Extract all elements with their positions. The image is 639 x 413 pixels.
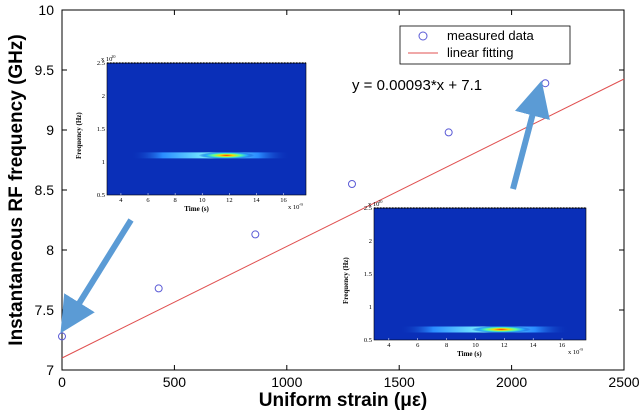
inset-x-tick-label: 8 (173, 197, 176, 204)
y-tick-label: 7.5 (35, 302, 55, 318)
inset-x-tick-label: 14 (253, 197, 260, 204)
inset-y-tick-label: 1.5 (364, 271, 372, 278)
inset-y-exponent-power: 10 (111, 54, 116, 59)
y-tick-label: 9.5 (35, 62, 55, 78)
inset-x-tick-label: 12 (226, 197, 233, 204)
inset-plot-area (106, 62, 307, 196)
legend-label-fit: linear fitting (447, 45, 513, 60)
x-tick-label: 2000 (496, 374, 527, 390)
inset-y-tick-label: 0.5 (364, 337, 372, 344)
x-tick-label: 2500 (608, 374, 639, 390)
inset-x-tick-label: 10 (199, 197, 206, 204)
inset-x-tick-label: 16 (559, 342, 566, 349)
inset-y-tick-label: 2 (102, 93, 105, 100)
y-tick-label: 9 (46, 122, 54, 138)
inset-y-label: Frequency (Hz) (342, 257, 350, 304)
y-tick-label: 10 (38, 2, 54, 18)
x-axis-title: Uniform strain (με) (259, 390, 427, 411)
legend-label-measured: measured data (447, 28, 534, 43)
inset-y-tick-label: 2.5 (364, 205, 372, 212)
y-axis-title: Instantaneous RF frequency (GHz) (6, 34, 27, 345)
inset-x-exponent: x 10 (568, 349, 579, 356)
inset-x-exponent: x 10 (288, 204, 299, 211)
inset-x-tick-label: 12 (501, 342, 508, 349)
inset-y-tick-label: 1 (102, 159, 105, 166)
inset-x-tick-label: 6 (146, 197, 150, 204)
arrow-left-inset (60, 218, 134, 334)
inset-y-exponent-power: 10 (378, 199, 383, 204)
inset-y-exponent: x 10 (101, 56, 112, 63)
inset-y-tick-label: 0.5 (97, 192, 105, 199)
inset-y-tick-label: 1 (369, 304, 372, 311)
inset-x-label: Time (s) (457, 350, 482, 358)
x-tick-label: 0 (58, 374, 66, 390)
x-tick-label: 1000 (271, 374, 302, 390)
inset-x-tick-label: 6 (416, 342, 420, 349)
y-tick-label: 7 (46, 362, 54, 378)
inset-y-tick-label: 2.5 (97, 60, 105, 67)
fit-equation: y = 0.00093*x + 7.1 (352, 77, 482, 94)
inset-x-tick-label: 14 (530, 342, 537, 349)
inset-y-exponent: x 10 (368, 201, 379, 208)
data-point (444, 128, 453, 137)
inset-plot-area (373, 207, 587, 341)
inset-x-tick-label: 4 (119, 197, 123, 204)
inset-y-tick-label: 2 (369, 238, 372, 245)
inset-x-tick-label: 8 (445, 342, 448, 349)
legend: measured data linear fitting (399, 25, 571, 65)
data-point (347, 180, 356, 188)
inset-y-label: Frequency (Hz) (75, 112, 83, 159)
inset-x-tick-label: 4 (387, 342, 391, 349)
arrow-right-inset (510, 80, 550, 190)
data-point (541, 79, 550, 88)
inset-x-exponent-power: -9 (579, 347, 583, 352)
data-point (251, 230, 260, 239)
axes: 0 500 1000 1500 2000 2500 7 7.5 8 8.5 9 9.5 10 (35, 2, 639, 390)
points-layer (58, 79, 550, 341)
inset-peak (471, 325, 531, 333)
inset-x-tick-label: 10 (472, 342, 479, 349)
inset-y-tick-label: 1.5 (97, 126, 105, 133)
x-tick-label: 1500 (384, 374, 415, 390)
inset-peak (198, 151, 255, 159)
y-tick-label: 8 (46, 242, 54, 258)
inset-x-tick-label: 16 (280, 197, 287, 204)
inset-x-label: Time (s) (184, 205, 209, 213)
y-tick-label: 8.5 (35, 182, 55, 198)
legend-marker-measured (418, 31, 428, 41)
x-tick-label: 500 (163, 374, 187, 390)
inset-x-exponent-power: -9 (299, 202, 303, 207)
data-point (154, 284, 163, 293)
legend-box (399, 25, 571, 65)
